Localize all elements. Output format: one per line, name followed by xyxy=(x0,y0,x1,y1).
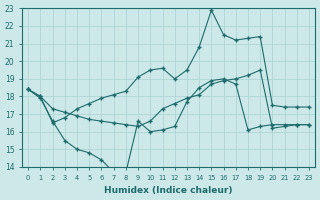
X-axis label: Humidex (Indice chaleur): Humidex (Indice chaleur) xyxy=(104,186,233,195)
